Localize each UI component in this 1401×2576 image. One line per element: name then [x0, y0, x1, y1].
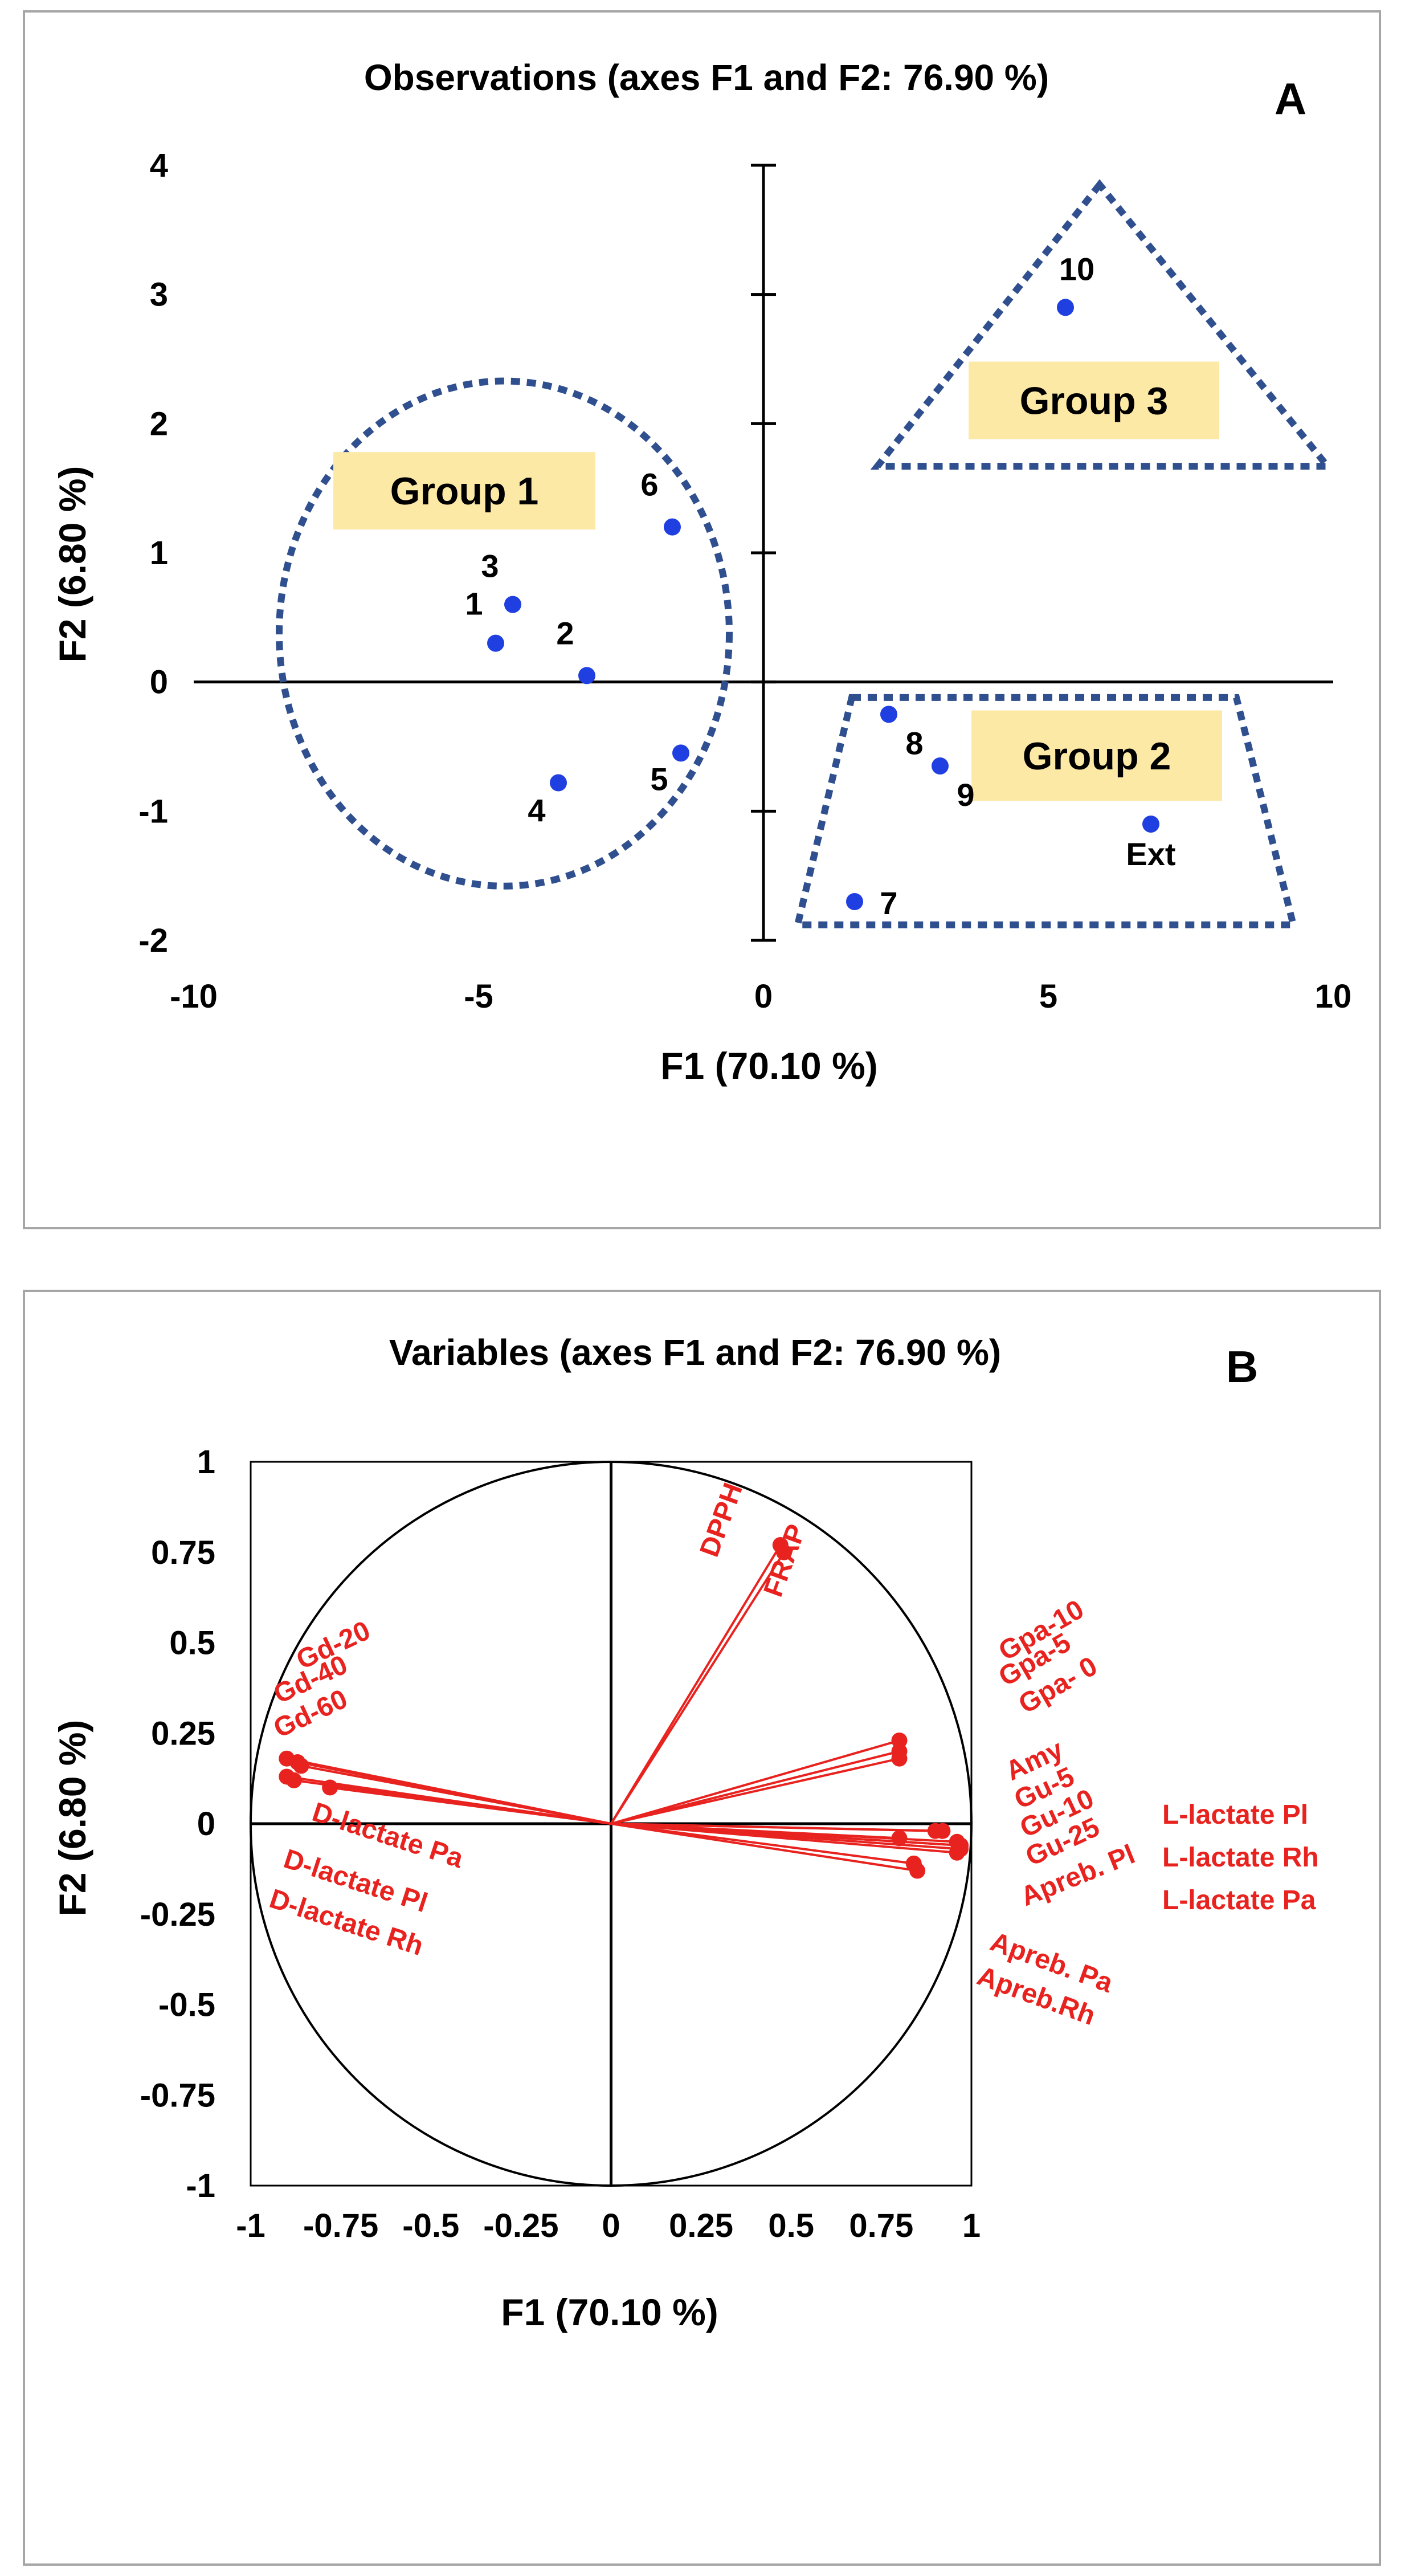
- group-2-trapezoid: [793, 694, 1298, 928]
- point-label: 1: [465, 586, 483, 622]
- group-label: Group 3: [1020, 380, 1169, 423]
- vector-endpoint: [934, 1823, 951, 1839]
- y-tick-label: 0: [150, 664, 168, 701]
- data-point: [1057, 299, 1074, 316]
- y-tick-label: 4: [150, 147, 168, 184]
- point-label: 3: [481, 548, 499, 584]
- x-tick-label: -10: [170, 978, 218, 1015]
- vector-endpoint: [776, 1544, 793, 1560]
- data-point: [664, 518, 681, 536]
- data-point: [846, 893, 863, 910]
- variable-vector: [611, 1823, 918, 1872]
- y-tick-label: 0.5: [169, 1625, 215, 1662]
- x-tick-label: -5: [464, 978, 493, 1015]
- panel-a-xlabel: F1 (70.10 %): [660, 1045, 878, 1087]
- x-tick-label: 0: [602, 2207, 620, 2244]
- point-label: 7: [880, 885, 897, 921]
- vector-endpoint: [891, 1750, 908, 1767]
- variable-vector: [611, 1823, 957, 1854]
- y-tick-label: 0.25: [151, 1715, 215, 1752]
- variable-label: L-lactate Pa: [1162, 1885, 1316, 1915]
- y-tick-label: -2: [138, 922, 168, 959]
- x-tick-label: 0: [754, 978, 773, 1015]
- variable-label: DPPH: [695, 1479, 749, 1560]
- data-point: [504, 596, 521, 613]
- point-label: 10: [1059, 251, 1094, 287]
- vector-endpoint: [909, 1862, 926, 1879]
- variable-label: FRAP: [758, 1521, 812, 1601]
- y-tick-label: 0: [197, 1805, 215, 1843]
- variable-vector: [610, 1544, 782, 1825]
- vector-endpoint: [279, 1768, 295, 1785]
- y-tick-label: -1: [186, 2167, 215, 2204]
- variable-vector: [611, 1823, 900, 1840]
- variable-vector: [286, 1775, 611, 1825]
- point-label: 6: [640, 467, 658, 503]
- x-tick-label: -0.5: [402, 2207, 459, 2244]
- vector-endpoint: [289, 1754, 306, 1771]
- variable-vector: [610, 1739, 900, 1825]
- x-tick-label: -1: [236, 2207, 266, 2244]
- panel-b-xlabel: F1 (70.10 %): [501, 2291, 718, 2333]
- y-tick-label: 3: [150, 276, 168, 313]
- x-tick-label: 0.75: [849, 2207, 913, 2244]
- variable-vector: [611, 1823, 943, 1832]
- x-tick-label: 5: [1039, 978, 1057, 1015]
- panel-a-frame: [23, 10, 1381, 1229]
- y-tick-label: -0.5: [158, 1987, 215, 2024]
- group-label-box: [971, 710, 1222, 801]
- group-label: Group 2: [1023, 735, 1171, 778]
- y-tick-label: -0.25: [140, 1896, 215, 1933]
- y-tick-label: 1: [150, 535, 168, 572]
- group-3-triangle: [870, 179, 1335, 470]
- point-label: Ext: [1126, 836, 1175, 872]
- point-label: 8: [905, 725, 923, 761]
- panel-a-ylabel: F2 (6.80 %): [51, 466, 93, 663]
- point-label: 9: [957, 777, 974, 813]
- group-label: Group 1: [390, 470, 539, 513]
- panel-b-title: Variables (axes F1 and F2: 76.90 %): [389, 1332, 1001, 1373]
- panel-b-frame: [23, 1290, 1381, 2566]
- variable-label: L-lactate Rh: [1162, 1843, 1319, 1873]
- data-point: [487, 634, 504, 652]
- variable-vector: [610, 1551, 785, 1825]
- y-tick-label: -0.75: [140, 2077, 215, 2114]
- x-tick-label: -0.25: [483, 2207, 558, 2244]
- y-tick-label: 2: [150, 405, 168, 442]
- panel-a-letter: A: [1275, 74, 1306, 124]
- data-point: [932, 757, 949, 775]
- panel-b-letter: B: [1226, 1342, 1258, 1392]
- x-tick-label: 10: [1315, 978, 1352, 1015]
- panel-a-title: Observations (axes F1 and F2: 76.90 %): [364, 57, 1049, 98]
- data-point: [880, 706, 897, 723]
- panel-b-ylabel: F2 (6.80 %): [51, 1720, 93, 1917]
- variable-vector: [297, 1761, 611, 1825]
- panel-b-plot: -1 -0.75 -0.5 -0.25 0 0.25 0.5 0.75 1 -1 -0.75 -0.5…: [140, 1444, 1319, 2244]
- variable-label: L-lactate Pl: [1162, 1800, 1308, 1830]
- group-label-box: [969, 361, 1219, 439]
- x-tick-label: 0.25: [669, 2207, 733, 2244]
- y-tick-label: -1: [138, 793, 168, 830]
- x-tick-label: 0.5: [768, 2207, 814, 2244]
- data-point: [672, 744, 689, 762]
- x-tick-label: -0.75: [303, 2207, 378, 2244]
- point-label: 5: [650, 761, 668, 797]
- data-point: [578, 667, 595, 684]
- group-label-box: [333, 452, 595, 530]
- point-label: 2: [556, 615, 574, 651]
- x-tick-label: 1: [962, 2207, 981, 2244]
- data-point: [1142, 816, 1159, 833]
- vector-endpoint: [953, 1837, 969, 1854]
- group-1-ellipse: [276, 377, 733, 890]
- variable-vector: [611, 1750, 900, 1825]
- vector-endpoint: [891, 1830, 908, 1847]
- data-point: [550, 774, 567, 792]
- variable-vector: [611, 1757, 900, 1825]
- y-tick-label: 0.75: [151, 1534, 215, 1571]
- point-label: 4: [528, 792, 545, 828]
- y-tick-label: 1: [197, 1444, 215, 1481]
